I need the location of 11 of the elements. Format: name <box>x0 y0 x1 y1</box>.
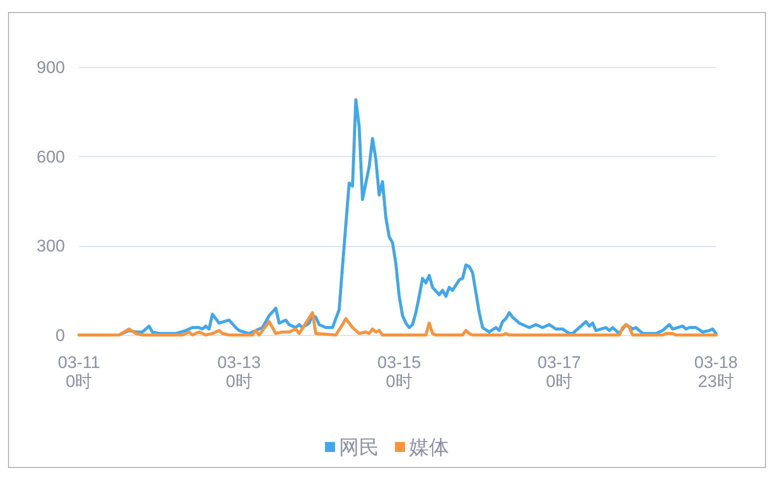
x-tick-label: 03-15 0时 <box>377 353 421 391</box>
y-tick-label: 0 <box>56 326 65 345</box>
y-tick-label: 300 <box>36 236 65 256</box>
x-tick-label: 03-17 0时 <box>538 353 581 391</box>
legend-label: 网民 <box>339 437 379 459</box>
y-tick-label: 600 <box>36 147 65 166</box>
x-tick-label: 03-18 23时 <box>694 353 738 391</box>
y-tick-label: 900 <box>36 58 65 77</box>
x-tick-label: 03-11 0时 <box>58 353 100 391</box>
legend-label: 媒体 <box>409 437 449 459</box>
x-tick-label: 03-13 0时 <box>217 353 261 391</box>
